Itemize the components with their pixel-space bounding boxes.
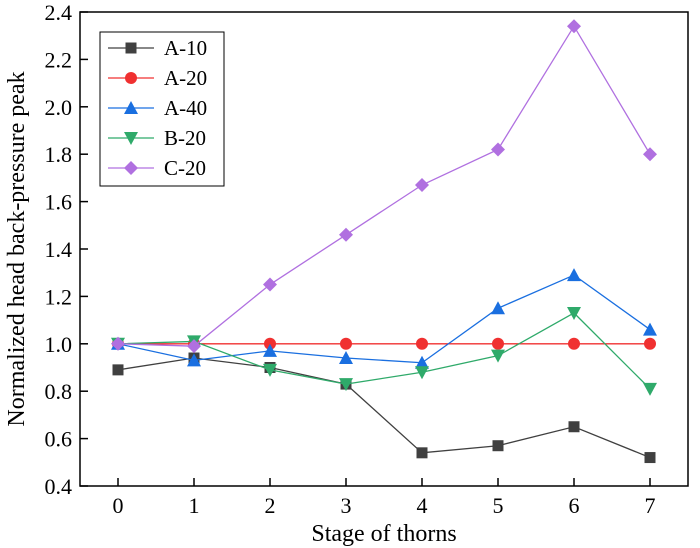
data-point — [111, 336, 125, 351]
y-tick-label: 2.0 — [45, 95, 73, 120]
data-point — [568, 337, 580, 350]
x-tick-label: 1 — [189, 493, 200, 518]
data-point — [263, 343, 277, 357]
x-tick-label: 7 — [645, 493, 656, 518]
legend-label: C-20 — [164, 156, 206, 180]
data-point — [643, 382, 657, 396]
series-line — [117, 274, 651, 364]
y-tick-label: 0.8 — [45, 379, 73, 404]
data-point — [491, 142, 505, 157]
legend-marker — [124, 101, 138, 114]
data-point — [415, 366, 429, 380]
data-point — [415, 178, 429, 193]
y-tick-label: 1.6 — [45, 190, 73, 215]
legend-marker — [125, 42, 137, 54]
data-point — [643, 147, 657, 162]
data-point — [568, 421, 580, 433]
y-tick-label: 1.4 — [45, 237, 73, 262]
series-a-40 — [111, 268, 657, 369]
data-point — [416, 337, 428, 350]
series-line — [117, 312, 651, 390]
data-point — [340, 337, 352, 350]
legend-item: C-20 — [108, 156, 206, 180]
series-line — [117, 24, 651, 347]
series-a-10 — [112, 352, 656, 464]
data-point — [644, 452, 656, 464]
legend-item: B-20 — [108, 126, 206, 150]
legend-item: A-20 — [108, 66, 207, 90]
y-axis-title: Normalized head back-pressure peak — [4, 71, 30, 426]
data-point — [567, 268, 581, 282]
data-point — [187, 353, 201, 367]
data-point — [339, 227, 353, 242]
data-point — [339, 378, 353, 392]
legend-label: A-20 — [164, 66, 207, 90]
y-tick-label: 1.2 — [45, 284, 73, 309]
data-point — [264, 337, 276, 350]
legend-item: A-40 — [108, 96, 207, 120]
x-tick-label: 6 — [569, 493, 580, 518]
legend-item: A-10 — [108, 36, 207, 60]
data-point — [339, 351, 353, 365]
data-point — [263, 363, 277, 377]
data-point — [415, 355, 429, 369]
data-point — [416, 447, 428, 459]
data-point — [263, 277, 277, 292]
data-point — [492, 440, 504, 452]
data-point — [491, 349, 505, 363]
legend-box — [99, 31, 225, 187]
data-point — [492, 337, 504, 350]
legend-label: A-40 — [164, 96, 207, 120]
legend-label: B-20 — [164, 126, 206, 150]
data-point — [567, 306, 581, 320]
y-tick-label: 2.2 — [45, 47, 73, 72]
x-tick-label: 5 — [493, 493, 504, 518]
legend-marker — [124, 161, 138, 175]
y-tick-label: 0.6 — [45, 427, 73, 452]
data-point — [643, 322, 657, 336]
x-tick-label: 2 — [265, 493, 276, 518]
data-point — [491, 301, 505, 315]
y-tick-label: 2.4 — [45, 0, 73, 25]
x-tick-label: 4 — [417, 493, 428, 518]
x-tick-label: 0 — [113, 493, 124, 518]
legend-marker — [124, 132, 138, 145]
data-point — [644, 337, 656, 350]
series-line — [117, 357, 651, 459]
legend-label: A-10 — [164, 36, 207, 60]
x-tick-label: 3 — [341, 493, 352, 518]
y-tick-label: 0.4 — [45, 474, 73, 499]
legend: A-10 A-20 A-40 B-20 C-20 — [99, 31, 225, 187]
x-axis-title: Stage of thorns — [311, 521, 456, 547]
data-point — [567, 19, 581, 34]
legend-marker — [125, 72, 137, 84]
data-point — [187, 339, 201, 354]
series-c-20 — [111, 19, 657, 354]
data-point — [112, 364, 124, 376]
y-tick-label: 1.8 — [45, 142, 73, 167]
y-tick-label: 1.0 — [45, 332, 73, 357]
